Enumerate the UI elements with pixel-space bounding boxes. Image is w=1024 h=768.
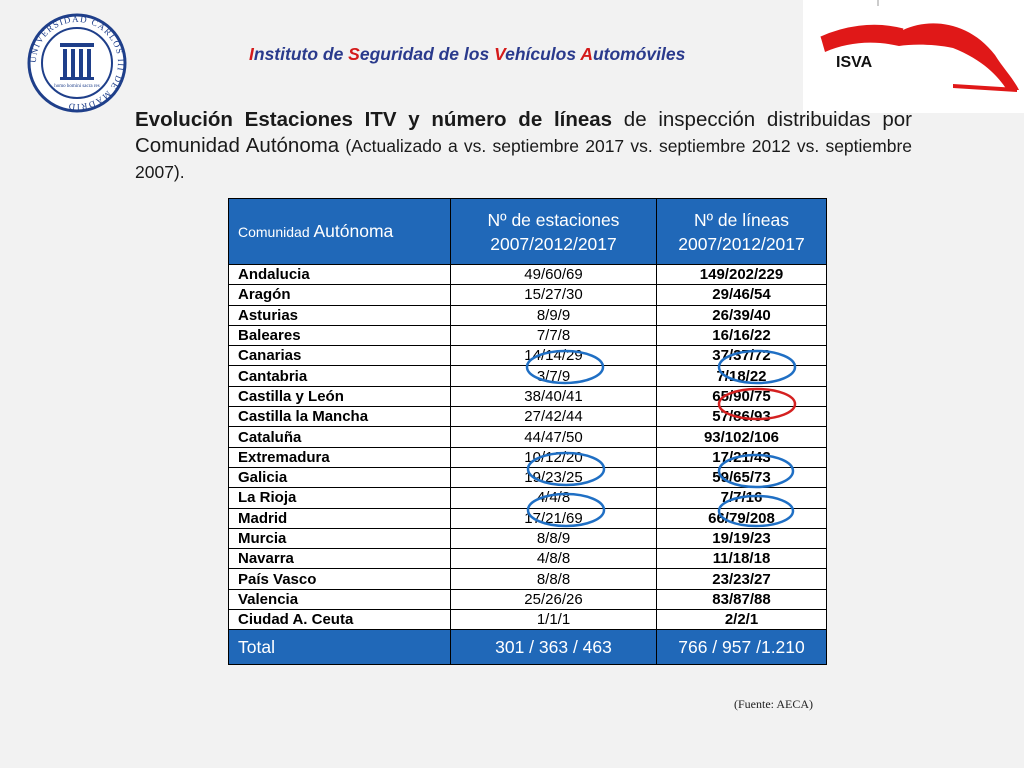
stations-value: 15/27/30 bbox=[450, 284, 657, 306]
lines-value: 7/18/22 bbox=[656, 365, 827, 387]
table-row: Murcia 8/8/9 19/19/23 bbox=[228, 527, 827, 550]
lines-value: 26/39/40 bbox=[656, 304, 827, 326]
stations-value: 49/60/69 bbox=[450, 263, 657, 286]
institute-title: Instituto de Seguridad de los Vehículos … bbox=[249, 44, 685, 65]
lines-value: 37/37/72 bbox=[656, 345, 827, 367]
stations-value: 19/23/25 bbox=[450, 466, 657, 489]
region-name: Ciudad A. Ceuta bbox=[228, 609, 451, 631]
title-word: utomóviles bbox=[592, 44, 686, 64]
table-total-row: Total 301 / 363 / 463 766 / 957 /1.210 bbox=[228, 629, 827, 666]
title-word: nstituto de bbox=[253, 44, 349, 64]
table-row: Andalucia 49/60/69 149/202/229 bbox=[228, 263, 827, 286]
stations-value: 1/1/1 bbox=[450, 609, 657, 631]
lines-value: 29/46/54 bbox=[656, 284, 827, 306]
total-lines: 766 / 957 /1.210 bbox=[656, 629, 827, 666]
heading-note: (Actualizado a vs. septiembre 2017 vs. s… bbox=[135, 136, 913, 182]
region-name: Andalucia bbox=[228, 263, 451, 286]
table-row: Aragón 15/27/30 29/46/54 bbox=[228, 284, 827, 306]
table-row: Ciudad A. Ceuta 1/1/1 2/2/1 bbox=[228, 609, 827, 631]
itv-stations-table: Comunidad Autónoma Nº de estaciones 2007… bbox=[228, 198, 827, 666]
region-name: Baleares bbox=[228, 324, 451, 347]
lines-value: 2/2/1 bbox=[656, 609, 827, 631]
region-name: Murcia bbox=[228, 527, 451, 550]
lines-value: 149/202/229 bbox=[656, 263, 827, 286]
table-row: Cantabria 3/7/9 7/18/22 bbox=[228, 365, 827, 387]
stations-value: 38/40/41 bbox=[450, 385, 657, 408]
region-name: País Vasco bbox=[228, 568, 451, 590]
lines-value: 7/7/16 bbox=[656, 487, 827, 509]
stations-value: 8/8/9 bbox=[450, 527, 657, 550]
slide-heading: Evolución Estaciones ITV y número de lín… bbox=[135, 107, 912, 185]
lines-value: 17/21/43 bbox=[656, 446, 827, 468]
stations-value: 44/47/50 bbox=[450, 426, 657, 448]
stations-value: 10/12/20 bbox=[450, 446, 657, 468]
region-name: Castilla y León bbox=[228, 385, 451, 408]
region-name: Asturias bbox=[228, 304, 451, 326]
title-initial: I bbox=[249, 44, 254, 64]
table-header-row: Comunidad Autónoma Nº de estaciones 2007… bbox=[228, 198, 827, 265]
table-row: Extremadura 10/12/20 17/21/43 bbox=[228, 446, 827, 468]
total-stations: 301 / 363 / 463 bbox=[450, 629, 657, 666]
table-row: Castilla y León 38/40/41 65/90/75 bbox=[228, 385, 827, 408]
title-word: ehículos bbox=[505, 44, 581, 64]
region-name: La Rioja bbox=[228, 487, 451, 509]
region-name: Castilla la Mancha bbox=[228, 406, 451, 428]
lines-value: 16/16/22 bbox=[656, 324, 827, 347]
table-row: Madrid 17/21/69 66/79/208 bbox=[228, 507, 827, 529]
stations-value: 8/9/9 bbox=[450, 304, 657, 326]
region-name: Cantabria bbox=[228, 365, 451, 387]
isva-logo: ISVA bbox=[803, 0, 1024, 113]
region-name: Aragón bbox=[228, 284, 451, 306]
lines-value: 59/65/73 bbox=[656, 466, 827, 489]
lines-value: 23/23/27 bbox=[656, 568, 827, 590]
stations-value: 3/7/9 bbox=[450, 365, 657, 387]
lines-value: 11/18/18 bbox=[656, 548, 827, 570]
region-name: Valencia bbox=[228, 588, 451, 611]
stations-value: 14/14/29 bbox=[450, 345, 657, 367]
title-initial: S bbox=[348, 44, 360, 64]
region-name: Extremadura bbox=[228, 446, 451, 468]
title-initial: A bbox=[580, 44, 593, 64]
table-row: Cataluña 44/47/50 93/102/106 bbox=[228, 426, 827, 448]
lines-value: 65/90/75 bbox=[656, 385, 827, 408]
heading-bold: Evolución Estaciones ITV y número de lín… bbox=[135, 108, 613, 131]
stations-value: 27/42/44 bbox=[450, 406, 657, 428]
stations-value: 17/21/69 bbox=[450, 507, 657, 529]
seal-motto: homo homini sacra res bbox=[54, 84, 99, 89]
lines-value: 19/19/23 bbox=[656, 527, 827, 550]
stations-value: 25/26/26 bbox=[450, 588, 657, 611]
table-row: Navarra 4/8/8 11/18/18 bbox=[228, 548, 827, 570]
stations-value: 7/7/8 bbox=[450, 324, 657, 347]
table-row: Valencia 25/26/26 83/87/88 bbox=[228, 588, 827, 611]
lines-value: 83/87/88 bbox=[656, 588, 827, 611]
lines-value: 57/86/93 bbox=[656, 406, 827, 428]
source-note: (Fuente: AECA) bbox=[734, 697, 813, 711]
stations-value: 4/8/8 bbox=[450, 548, 657, 570]
region-name: Cataluña bbox=[228, 426, 451, 448]
stations-value: 4/4/8 bbox=[450, 487, 657, 509]
table-row: La Rioja 4/4/8 7/7/16 bbox=[228, 487, 827, 509]
heading-normal: de inspección distribuidas por Comunidad… bbox=[135, 108, 912, 157]
lines-value: 93/102/106 bbox=[656, 426, 827, 448]
region-name: Madrid bbox=[228, 507, 451, 529]
university-seal-logo: UNIVERSIDAD CARLOS III DE MADRID homo ho… bbox=[27, 13, 127, 113]
table-row: Castilla la Mancha 27/42/44 57/86/93 bbox=[228, 406, 827, 428]
table-row: País Vasco 8/8/8 23/23/27 bbox=[228, 568, 827, 590]
total-label: Total bbox=[228, 629, 451, 666]
region-name: Canarias bbox=[228, 345, 451, 367]
title-initial: V bbox=[494, 44, 506, 64]
table-row: Asturias 8/9/9 26/39/40 bbox=[228, 304, 827, 326]
region-name: Navarra bbox=[228, 548, 451, 570]
column-header-lines: Nº de líneas 2007/2012/2017 bbox=[656, 198, 827, 265]
table-row: Galicia 19/23/25 59/65/73 bbox=[228, 466, 827, 489]
column-header-stations: Nº de estaciones 2007/2012/2017 bbox=[450, 198, 657, 265]
table-row: Baleares 7/7/8 16/16/22 bbox=[228, 324, 827, 347]
region-name: Galicia bbox=[228, 466, 451, 489]
lines-value: 66/79/208 bbox=[656, 507, 827, 529]
title-word: eguridad de los bbox=[359, 44, 495, 64]
logo-text: ISVA bbox=[836, 54, 873, 71]
table-row: Canarias 14/14/29 37/37/72 bbox=[228, 345, 827, 367]
stations-value: 8/8/8 bbox=[450, 568, 657, 590]
column-header-region: Comunidad Autónoma bbox=[228, 198, 451, 265]
